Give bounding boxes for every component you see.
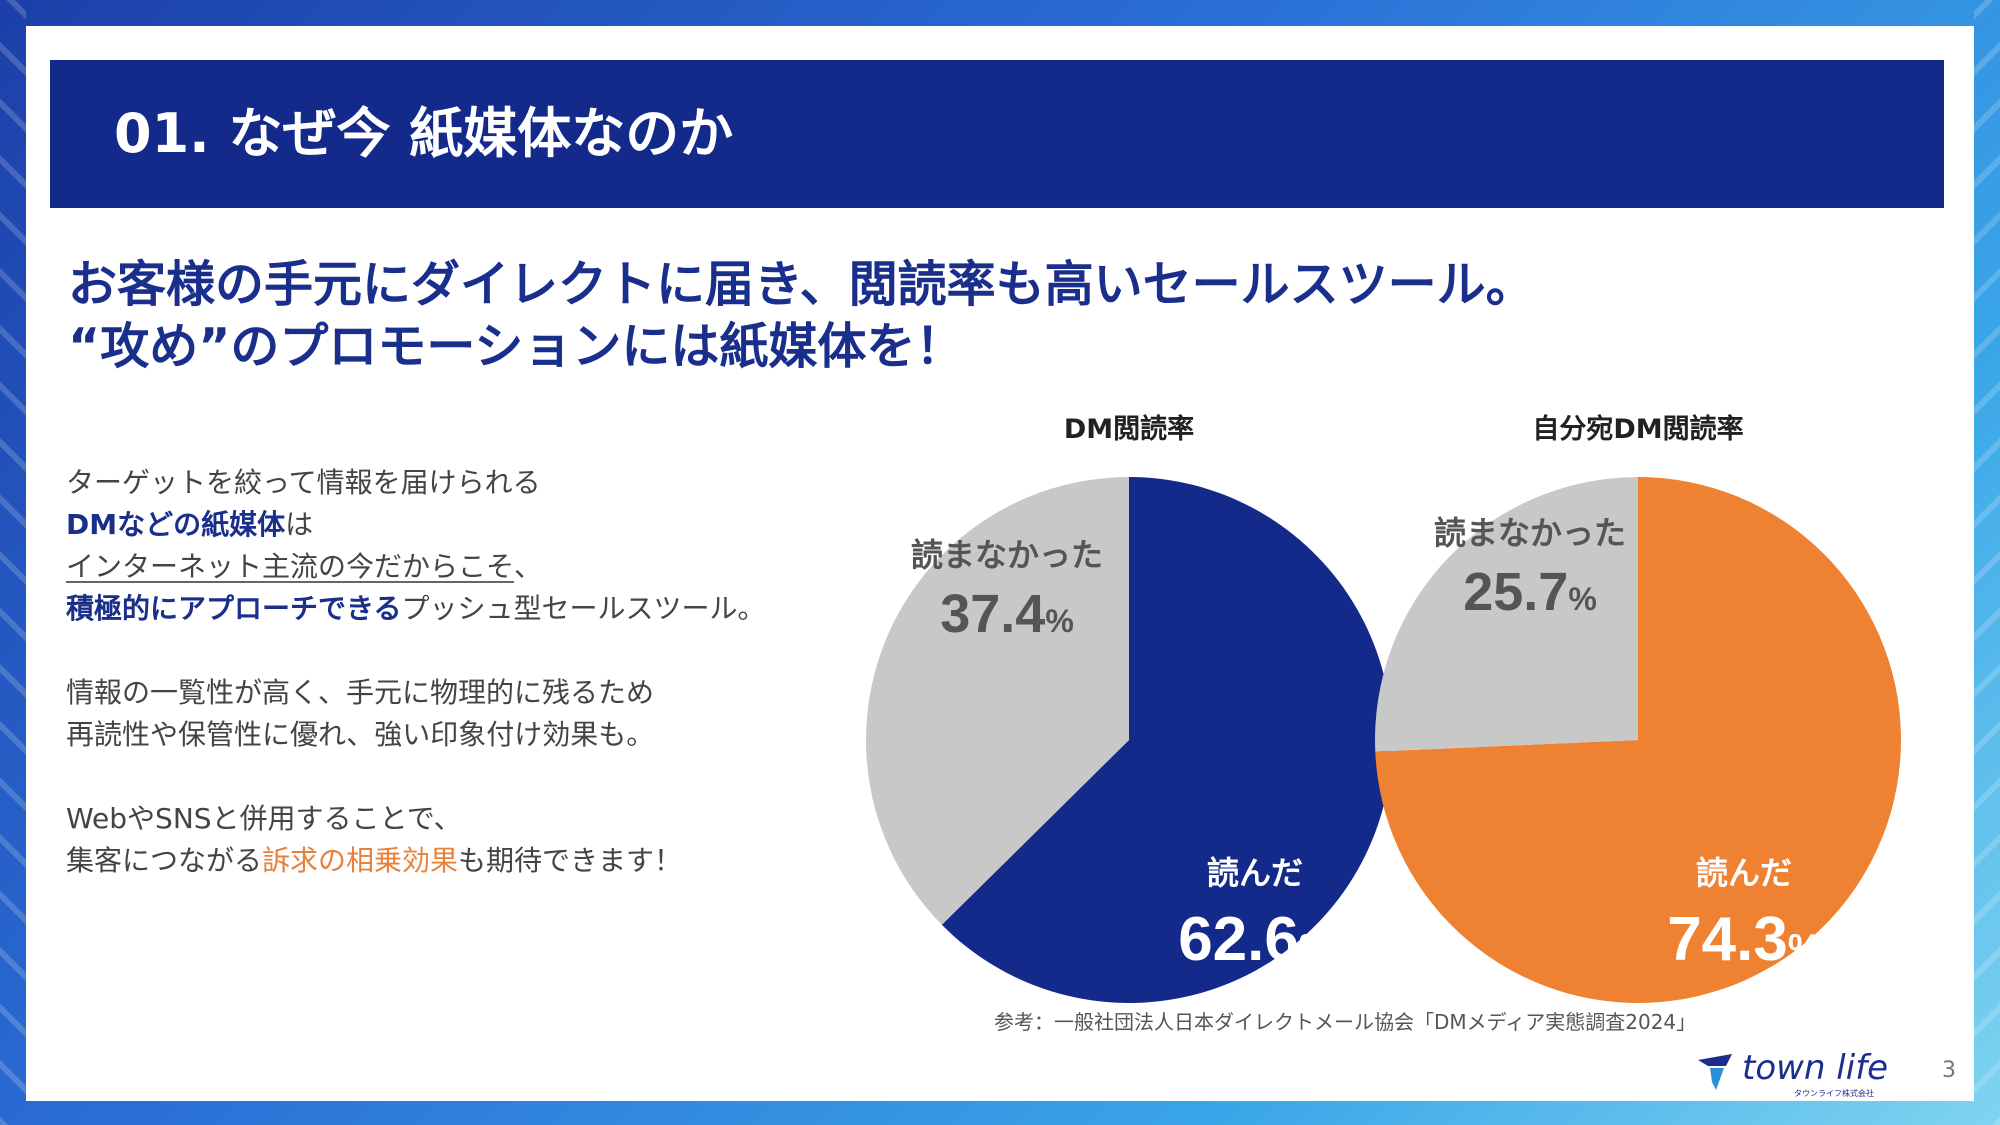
logo-subtext: タウンライフ株式会社	[1794, 1089, 1874, 1098]
chart-0-slice-1-label: 読まなかった	[911, 536, 1103, 574]
body-p2-line-2: 再読性や保管性に優れ、強い印象付け効果も。	[66, 718, 655, 751]
body-p1-line-3: インターネット主流の今だからこそ、	[66, 546, 846, 588]
town-life-logo-icon	[1698, 1054, 1732, 1090]
chart-0-slice-1-value: 37.4%	[940, 584, 1074, 644]
body-text: ターゲットを絞って情報を届けられる DMなどの紙媒体は インターネット主流の今だ…	[66, 462, 846, 924]
chart-0-slice-0-value: 62.6%	[1178, 905, 1332, 974]
headline-line-2: “攻め”のプロモーションには紙媒体を！	[68, 318, 965, 375]
body-paragraph-1: ターゲットを絞って情報を届けられる DMなどの紙媒体は インターネット主流の今だ…	[66, 462, 846, 630]
chart-0-slice-0	[941, 477, 1392, 1003]
body-p3-line-2-post: も期待できます！	[458, 844, 683, 877]
chart-1-slice-0-label: 読んだ	[1696, 854, 1792, 892]
title-bar: 01. なぜ今 紙媒体なのか	[50, 60, 1944, 208]
slide-title: 01. なぜ今 紙媒体なのか	[114, 102, 734, 165]
body-p1-line-1: ターゲットを絞って情報を届けられる	[66, 466, 541, 499]
headline: お客様の手元にダイレクトに届き、閲読率も高いセールスツール。 “攻め”のプロモー…	[68, 254, 1768, 378]
chart-1-slice-1-value: 25.7%	[1463, 562, 1597, 622]
chart-1-title: 自分宛DM閲読率	[1532, 413, 1743, 445]
chart-0-slice-1	[866, 477, 1129, 925]
chart-0-slice-0-label: 読んだ	[1207, 854, 1303, 892]
body-p3-line-2: 集客につながる訴求の相乗効果も期待できます！	[66, 840, 846, 882]
emphasis-paper-media: DMなどの紙媒体	[66, 508, 286, 541]
page-number: 3	[1942, 1058, 1956, 1083]
emphasis-synergy: 訴求の相乗効果	[262, 844, 459, 877]
body-p1-line-2: DMなどの紙媒体は	[66, 504, 846, 546]
left-decoration	[0, 0, 26, 1125]
source-note: 参考：一般社団法人日本ダイレクトメール協会「DMメディア実態調査2024」	[994, 1010, 1697, 1034]
slide: 01. なぜ今 紙媒体なのか お客様の手元にダイレクトに届き、閲読率も高いセール…	[26, 26, 1974, 1101]
company-logo: town life タウンライフ株式会社	[1696, 1048, 1916, 1098]
body-paragraph-2: 情報の一覧性が高く、手元に物理的に残るため 再読性や保管性に優れ、強い印象付け効…	[66, 672, 846, 756]
logo-name: town life	[1742, 1048, 1889, 1088]
body-p3-line-2-pre: 集客につながる	[66, 844, 263, 877]
body-p2-line-1: 情報の一覧性が高く、手元に物理的に残るため	[66, 676, 655, 709]
body-p1-line-4: 積極的にアプローチできるプッシュ型セールスツール。	[66, 588, 846, 630]
body-paragraph-3: WebやSNSと併用することで、 集客につながる訴求の相乗効果も期待できます！	[66, 798, 846, 882]
body-p1-line-3-rest: 、	[514, 550, 543, 583]
chart-1-slice-1	[1375, 477, 1638, 752]
chart-area: DM閲読率読んだ 62.6% 読まなかった 37.4% 自分宛DM閲読率読んだ 74.3%…	[826, 386, 1926, 1026]
body-p1-line-2-rest: は	[285, 508, 314, 541]
chart-1-slice-0-value: 74.3%	[1667, 905, 1821, 974]
chart-1-slice-0	[1375, 477, 1902, 1003]
chart-0-title: DM閲読率	[1064, 413, 1194, 445]
chart-1-slice-1-label: 読まなかった	[1434, 514, 1626, 552]
underlined-internet-text: インターネット主流の今だからこそ	[66, 550, 515, 583]
headline-line-1: お客様の手元にダイレクトに届き、閲読率も高いセールスツール。	[68, 256, 1535, 313]
body-p3-line-1: WebやSNSと併用することで、	[66, 802, 462, 835]
right-decoration	[1974, 0, 2000, 1125]
body-p1-line-4-rest: プッシュ型セールスツール。	[401, 592, 766, 625]
emphasis-approach: 積極的にアプローチできる	[66, 592, 402, 625]
